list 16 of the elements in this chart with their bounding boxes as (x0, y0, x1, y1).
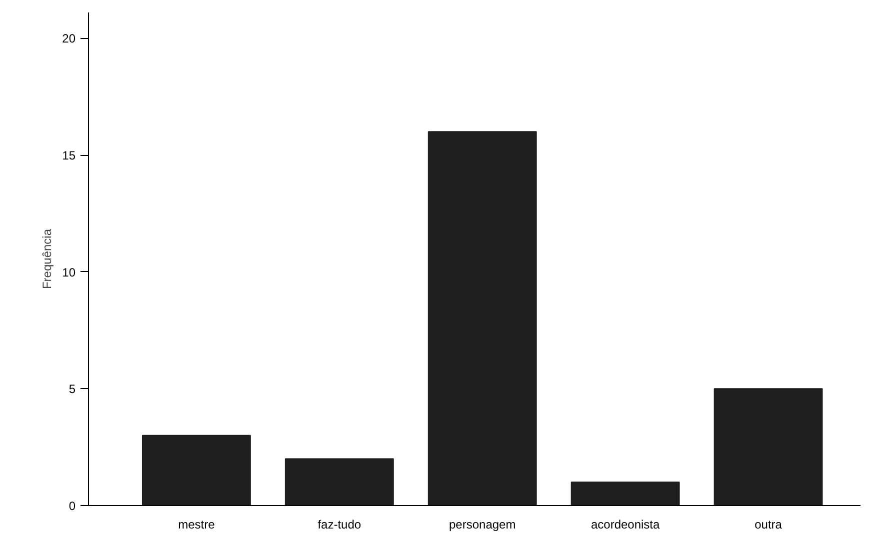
bar (142, 434, 251, 506)
y-tick-label: 10 (62, 265, 76, 280)
x-tick-label: personagem (449, 518, 516, 532)
bar (570, 482, 680, 506)
x-tick-label: outra (754, 518, 782, 532)
y-tick-label: 0 (68, 499, 76, 513)
y-axis-title: Frequência (40, 228, 54, 290)
x-tick-label: faz-tudo (318, 518, 362, 532)
bar (714, 388, 823, 506)
y-tick-label: 5 (68, 382, 76, 396)
bar (428, 131, 537, 506)
y-tick-label: 15 (62, 148, 76, 163)
bar (284, 458, 394, 506)
x-tick-label: acordeonista (590, 518, 660, 532)
y-tick-label: 20 (62, 32, 76, 46)
x-tick-label: mestre (178, 518, 216, 532)
